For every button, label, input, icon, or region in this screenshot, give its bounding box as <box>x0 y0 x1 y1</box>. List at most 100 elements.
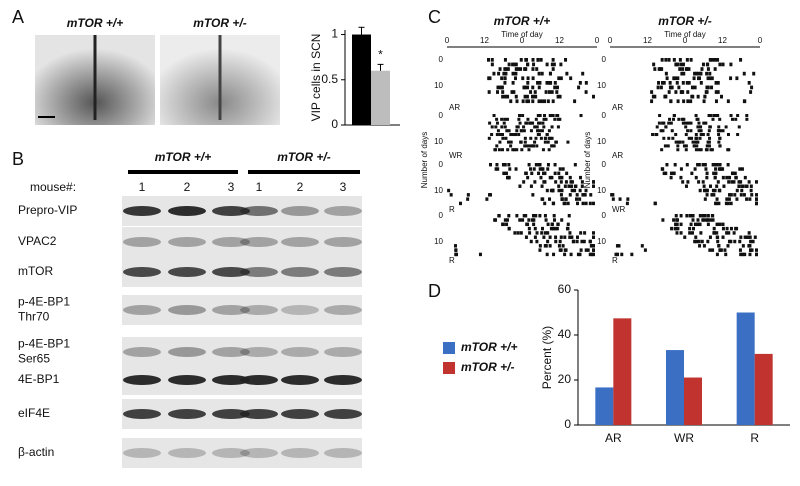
activity-tick <box>735 197 739 201</box>
blot-band <box>324 409 362 419</box>
activity-tick <box>547 129 551 133</box>
activity-tick <box>532 218 536 222</box>
activity-tick <box>509 140 513 144</box>
activity-tick <box>748 244 752 248</box>
activity-tick <box>581 201 585 206</box>
activity-tick <box>519 67 523 71</box>
activity-tick <box>661 121 665 125</box>
activity-tick <box>549 81 553 85</box>
activity-tick <box>734 117 738 121</box>
activity-tick <box>717 140 721 144</box>
blot-band <box>281 237 319 247</box>
activity-tick <box>675 81 679 85</box>
activity-tick <box>684 148 688 152</box>
activity-tick <box>522 85 526 90</box>
x-tick-label: 0 <box>608 36 613 45</box>
activity-tick <box>534 163 538 167</box>
activity-tick <box>696 117 700 121</box>
activity-tick <box>564 58 568 62</box>
activity-tick <box>747 180 751 184</box>
activity-tick <box>707 114 711 118</box>
activity-tick <box>547 136 551 140</box>
activity-tick <box>504 94 508 99</box>
blot-band <box>123 375 161 385</box>
activity-tick <box>498 67 502 71</box>
activity-tick <box>693 85 697 90</box>
activity-tick <box>501 133 505 137</box>
activity-tick <box>660 67 664 71</box>
blot-band <box>212 237 250 247</box>
activity-tick <box>516 125 520 129</box>
activity-tick <box>742 193 746 197</box>
activity-tick <box>681 67 685 71</box>
activity-tick <box>719 248 723 252</box>
activity-tick <box>706 85 710 90</box>
activity-tick <box>532 144 536 148</box>
activity-tick <box>750 248 754 252</box>
activity-tick <box>718 144 722 148</box>
activity-tick <box>531 67 535 71</box>
activity-tick <box>661 129 665 133</box>
activity-tick <box>546 99 550 104</box>
activity-tick <box>543 231 547 235</box>
activity-tick <box>536 58 540 62</box>
activity-tick <box>493 148 497 152</box>
activity-tick <box>495 121 499 125</box>
activity-tick <box>588 239 592 244</box>
activity-tick <box>729 76 733 81</box>
activity-tick <box>713 58 717 62</box>
activity-tick <box>696 218 700 222</box>
activity-tick <box>507 214 511 218</box>
activity-tick <box>565 71 569 76</box>
activity-tick <box>711 163 715 167</box>
activity-tick <box>702 184 706 188</box>
activity-tick <box>567 184 571 188</box>
activity-tick <box>615 244 619 248</box>
activity-tick <box>552 62 556 67</box>
activity-tick <box>523 140 527 144</box>
activity-tick <box>551 201 555 206</box>
activity-tick <box>525 121 529 125</box>
activity-tick <box>656 85 660 90</box>
activity-tick <box>665 163 669 167</box>
activity-tick <box>657 67 661 71</box>
activity-tick <box>708 235 712 239</box>
activity-tick <box>686 129 690 133</box>
activity-tick <box>711 117 715 121</box>
activity-tick <box>556 125 560 129</box>
activity-tick <box>554 180 558 184</box>
blot-band <box>281 448 319 458</box>
row-label: p-4E-BP1 <box>18 337 70 351</box>
activity-tick <box>574 184 578 188</box>
activity-tick <box>496 85 500 90</box>
activity-tick <box>681 180 685 184</box>
activity-tick <box>554 239 558 244</box>
activity-tick <box>500 125 504 129</box>
activity-tick <box>708 58 712 62</box>
activity-tick <box>495 163 499 167</box>
activity-tick <box>748 197 752 201</box>
activity-tick <box>749 188 753 193</box>
blot-band <box>212 409 250 419</box>
activity-tick <box>511 148 515 152</box>
activity-tick <box>520 148 524 152</box>
activity-tick <box>523 144 527 148</box>
activity-tick <box>542 171 546 176</box>
activity-tick <box>705 62 709 67</box>
activity-tick <box>494 167 498 171</box>
activity-tick <box>556 222 560 227</box>
bar <box>352 34 371 125</box>
activity-tick <box>545 252 549 257</box>
activity-tick <box>617 244 621 248</box>
activity-tick <box>529 239 533 244</box>
activity-tick <box>500 117 504 121</box>
blot-strip <box>122 438 362 468</box>
activity-tick <box>559 175 563 180</box>
y-tick-label: 0 <box>439 211 444 220</box>
activity-tick <box>747 231 751 235</box>
activity-tick <box>550 136 554 140</box>
blot-band <box>281 305 319 315</box>
activity-tick <box>478 252 482 257</box>
activity-tick <box>706 133 710 137</box>
activity-tick <box>533 226 537 231</box>
